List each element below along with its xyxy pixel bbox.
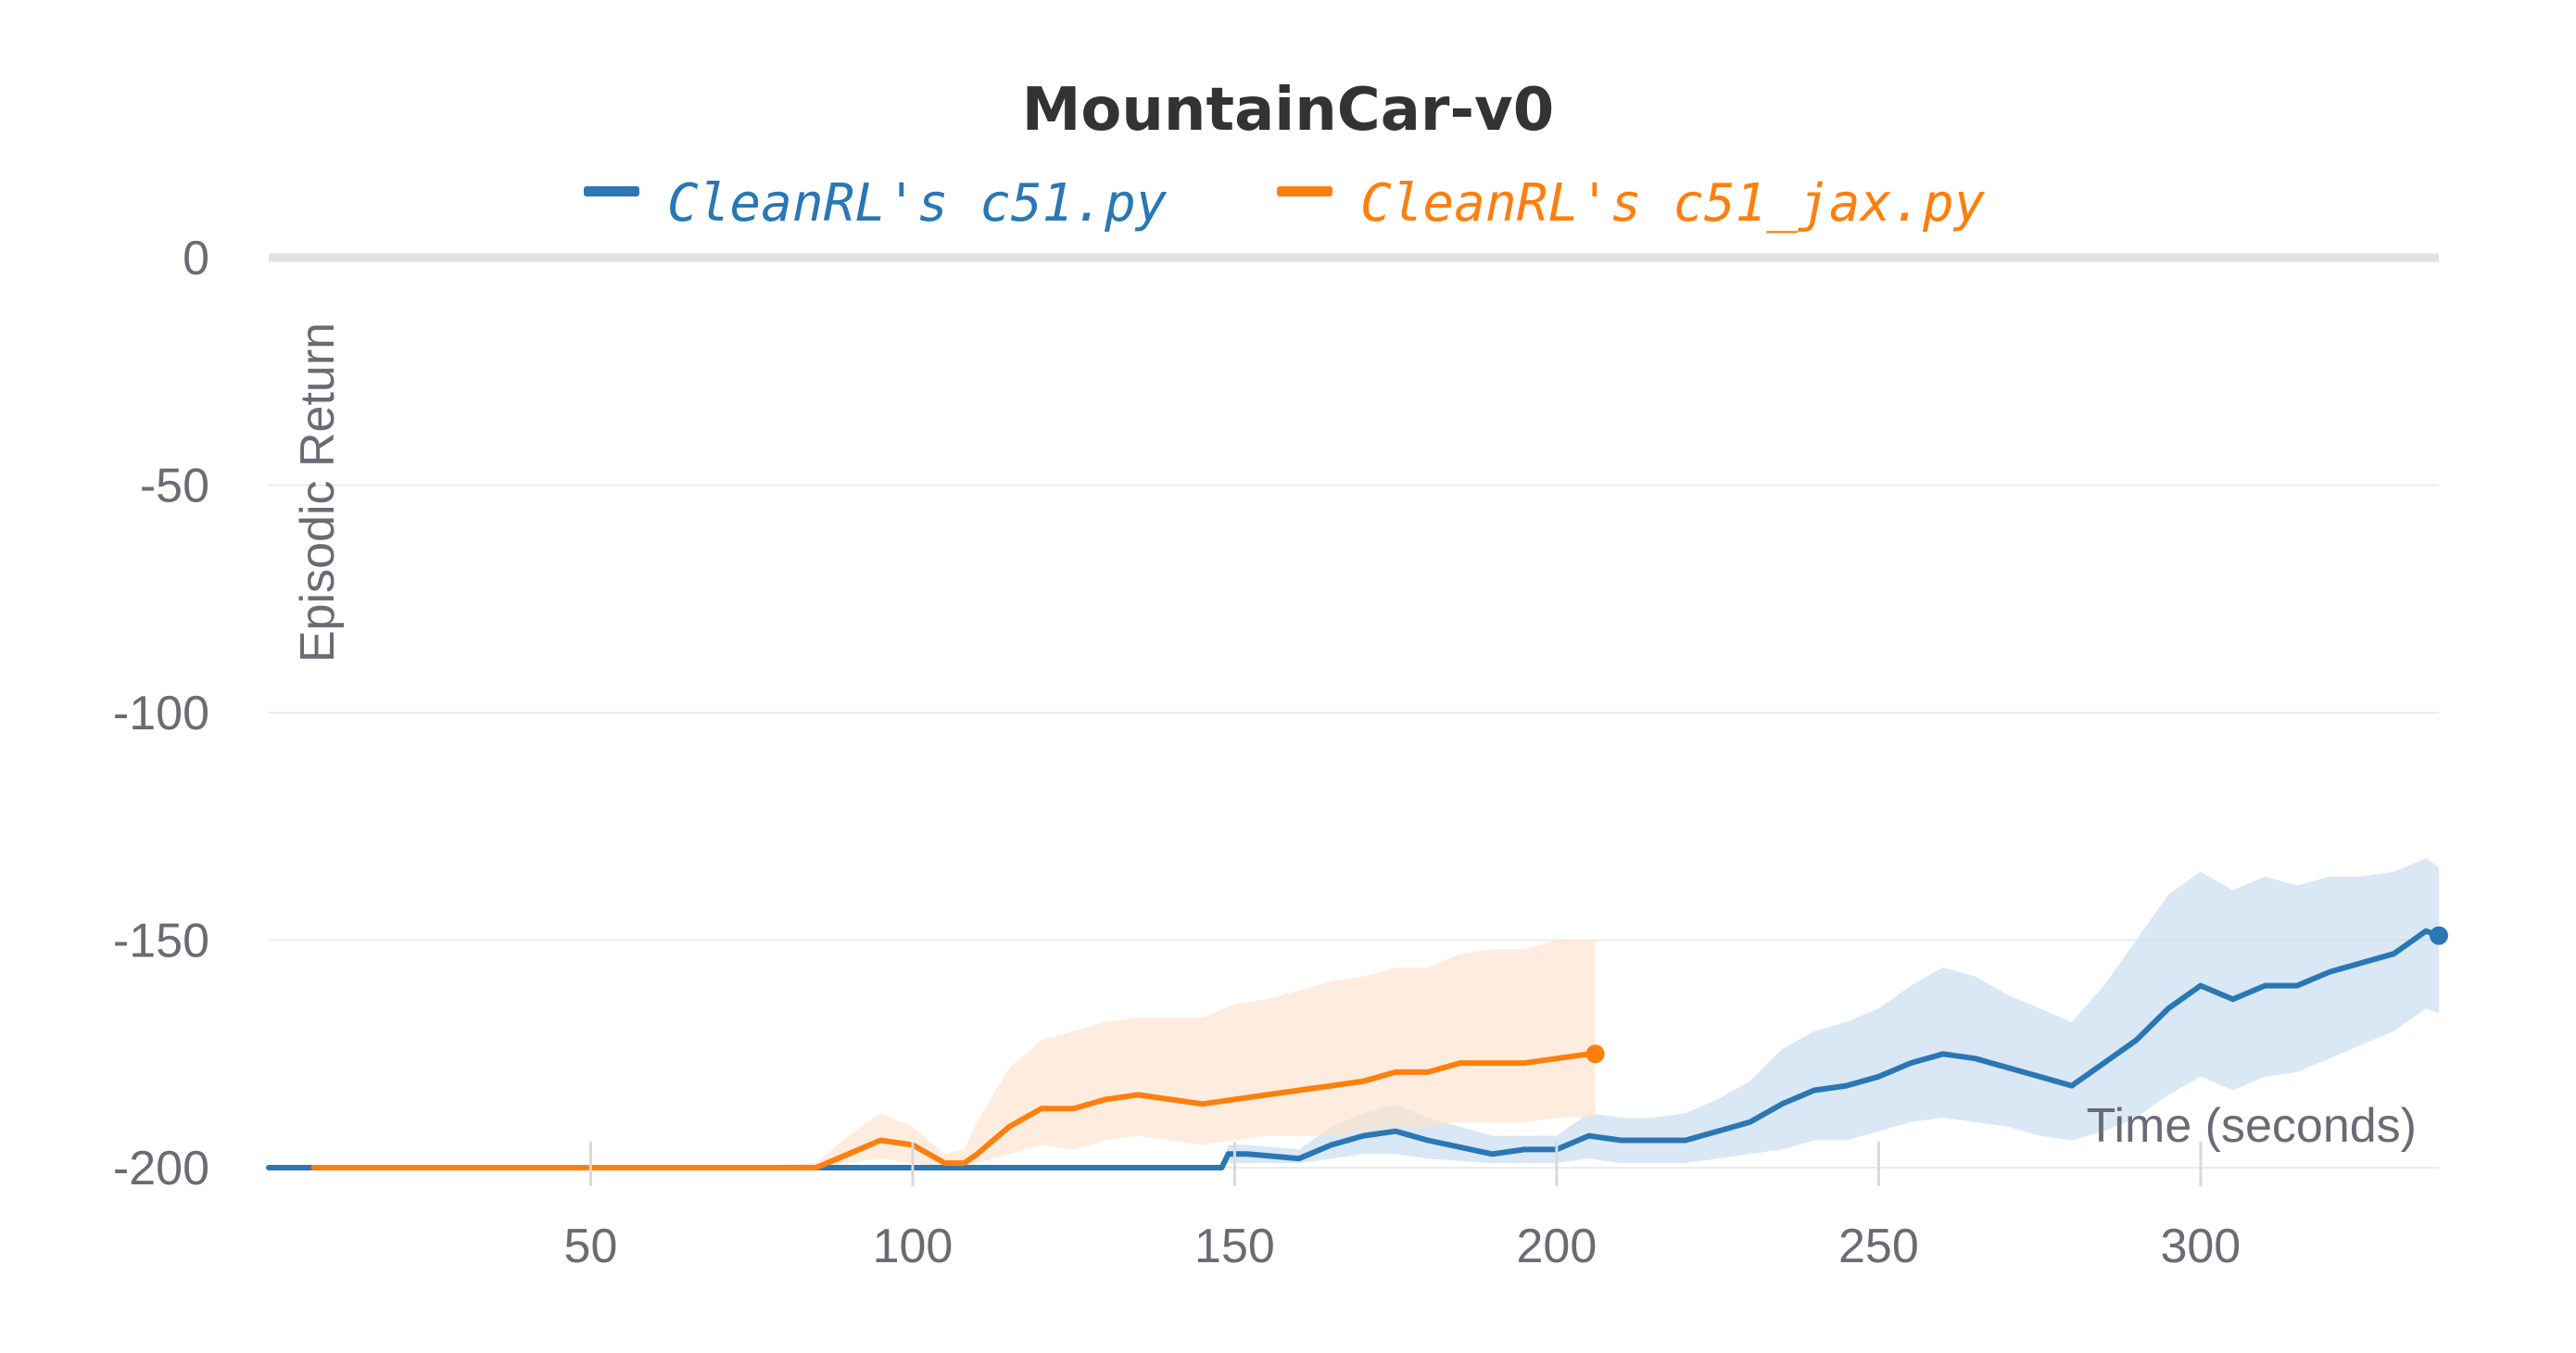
x-tick-label: 200	[1517, 1220, 1597, 1273]
endpoint-series-0	[2430, 926, 2448, 945]
confidence-bands	[269, 858, 2439, 1168]
line-series-0	[266, 928, 2442, 1170]
legend-label-c51-jax: CleanRL's c51_jax.py	[1360, 173, 1986, 234]
axis-ticks: 0 -50 -100 -150 -200 50 100 150 200 250 300	[113, 232, 2241, 1273]
legend-swatch-c51-jax	[1277, 186, 1332, 196]
x-tick-label: 100	[873, 1220, 953, 1273]
band-series-1	[313, 940, 1596, 1168]
y-tick-label: -100	[113, 687, 209, 740]
y-tick-label: -150	[113, 915, 209, 968]
x-tick-label: 50	[564, 1220, 618, 1273]
line-series-1	[310, 1051, 1598, 1170]
chart-title: MountainCar-v0	[1022, 76, 1555, 145]
x-tick-label: 300	[2160, 1220, 2241, 1273]
y-axis-label: Episodic Return	[291, 322, 345, 663]
x-axis-label: Time (seconds)	[2087, 1099, 2417, 1153]
band-series-0	[269, 858, 2439, 1168]
legend-swatch-c51	[584, 186, 639, 196]
series-lines	[266, 926, 2448, 1170]
legend: CleanRL's c51.py CleanRL's c51_jax.py	[584, 173, 1986, 234]
y-tick-label: -50	[140, 460, 209, 513]
x-tick-label: 250	[1838, 1220, 1919, 1273]
y-tick-label: -200	[113, 1142, 209, 1195]
legend-label-c51: CleanRL's c51.py	[667, 173, 1168, 234]
y-tick-label: 0	[183, 232, 209, 285]
x-tick-label: 150	[1194, 1220, 1275, 1273]
endpoint-series-1	[1585, 1044, 1605, 1064]
